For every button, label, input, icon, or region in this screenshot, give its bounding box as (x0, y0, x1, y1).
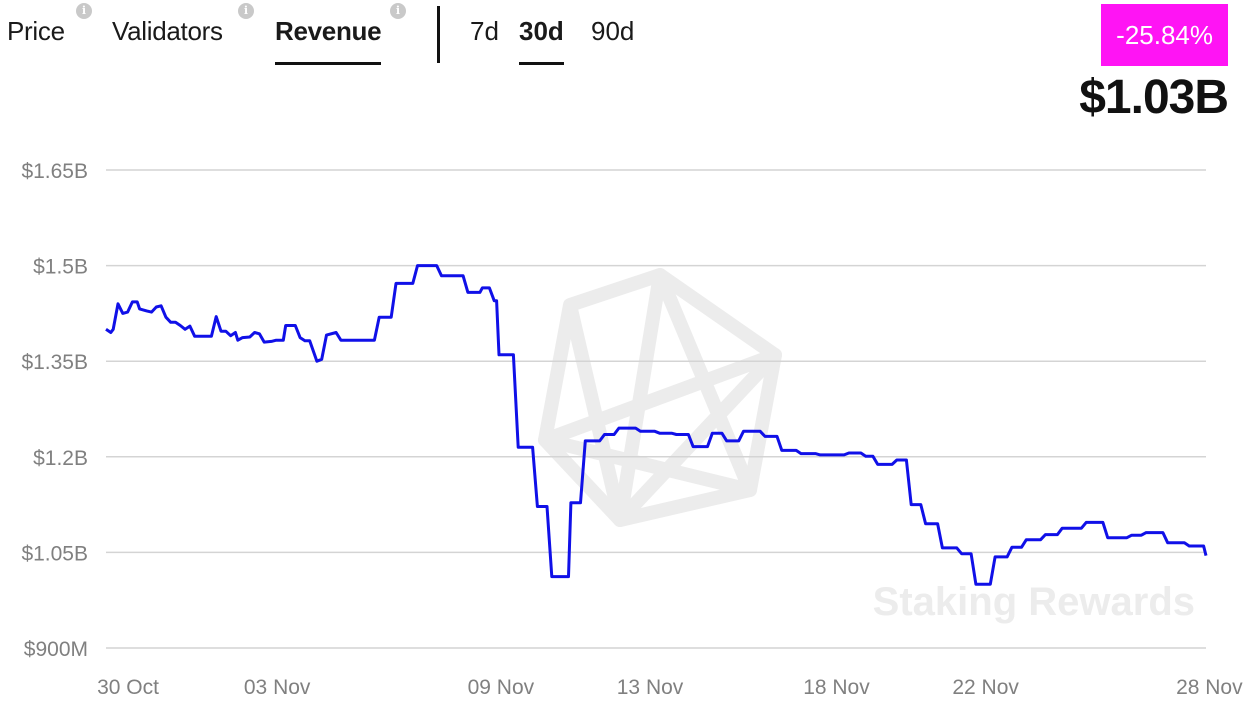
x-tick-label: 22 Nov (952, 676, 1019, 699)
y-tick-label: $900M (24, 638, 88, 661)
current-value: $1.03B (1079, 71, 1229, 124)
watermark-logo-icon (538, 268, 782, 527)
validators-info-icon[interactable]: i (238, 3, 254, 19)
x-tick-label: 30 Oct (97, 676, 159, 699)
grid-lines (106, 169, 1206, 649)
revenue-info-icon[interactable]: i (390, 3, 406, 19)
x-tick-label: 03 Nov (244, 676, 311, 699)
tab-revenue[interactable]: Revenue (275, 16, 382, 65)
y-tick-label: $1.2B (33, 447, 88, 470)
x-tick-label: 28 Nov (1176, 676, 1243, 699)
change-badge: -25.84% (1101, 4, 1228, 66)
metric-tabs: Price i Validators i Revenue i 7d 30d 90… (0, 0, 700, 70)
tab-revenue-underline (275, 62, 382, 65)
y-tick-label: $1.05B (21, 542, 88, 565)
period-90d-label: 90d (591, 16, 635, 46)
period-30d-underline (519, 62, 564, 65)
tab-validators[interactable]: Validators (112, 16, 223, 47)
period-90d[interactable]: 90d (591, 16, 634, 47)
x-tick-label: 09 Nov (468, 676, 535, 699)
tab-validators-label: Validators (112, 16, 223, 46)
tabs-divider (437, 6, 440, 63)
tab-revenue-label: Revenue (275, 16, 382, 46)
x-tick-label: 13 Nov (617, 676, 684, 699)
period-7d[interactable]: 7d (470, 16, 499, 47)
x-tick-label: 18 Nov (803, 676, 870, 699)
y-tick-label: $1.5B (33, 256, 88, 279)
watermark-text: Staking Rewards (873, 580, 1195, 624)
y-axis-labels: $900M $1.05B $1.2B $1.35B $1.5B $1.65B (21, 160, 88, 661)
tab-price-label: Price (7, 16, 65, 46)
price-info-icon[interactable]: i (76, 3, 92, 19)
period-30d[interactable]: 30d (519, 16, 564, 65)
revenue-series-line (105, 264, 1208, 586)
y-tick-label: $1.35B (21, 351, 88, 374)
tab-price[interactable]: Price (7, 16, 65, 47)
period-7d-label: 7d (470, 16, 499, 46)
revenue-chart: Staking Rewards $900M $1.05B $1.2B $1.35B $1… (21, 160, 1243, 699)
x-axis-labels: 30 Oct 03 Nov 09 Nov 13 Nov 18 Nov 22 Nov 28 N… (97, 676, 1243, 699)
y-tick-label: $1.65B (21, 160, 88, 183)
period-30d-label: 30d (519, 16, 564, 46)
